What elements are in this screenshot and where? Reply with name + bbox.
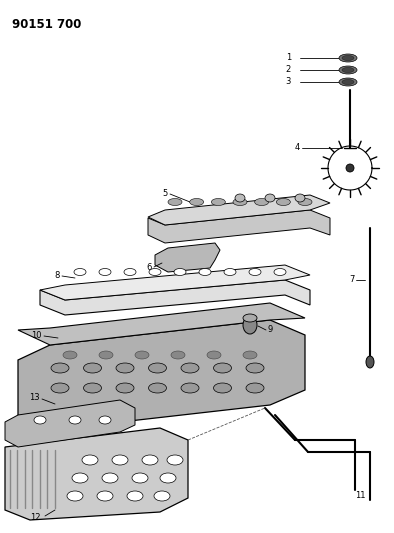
Ellipse shape [342, 79, 354, 85]
Text: 4: 4 [295, 143, 300, 152]
Ellipse shape [132, 473, 148, 483]
Ellipse shape [51, 383, 69, 393]
Ellipse shape [246, 383, 264, 393]
Text: 6: 6 [147, 263, 152, 272]
Ellipse shape [274, 269, 286, 276]
Polygon shape [5, 428, 188, 520]
Ellipse shape [84, 363, 102, 373]
Ellipse shape [181, 383, 199, 393]
Ellipse shape [181, 363, 199, 373]
Ellipse shape [339, 54, 357, 62]
Ellipse shape [135, 351, 149, 359]
Ellipse shape [255, 198, 269, 206]
Ellipse shape [116, 363, 134, 373]
Ellipse shape [339, 66, 357, 74]
Ellipse shape [233, 198, 247, 206]
Ellipse shape [224, 269, 236, 276]
Text: 13: 13 [30, 393, 40, 402]
Polygon shape [148, 210, 330, 243]
Ellipse shape [67, 491, 83, 501]
Ellipse shape [116, 383, 134, 393]
Ellipse shape [339, 78, 357, 86]
Ellipse shape [72, 473, 88, 483]
Polygon shape [148, 195, 330, 225]
Text: 5: 5 [163, 189, 168, 198]
Text: 10: 10 [32, 330, 42, 340]
Ellipse shape [168, 198, 182, 206]
Ellipse shape [167, 455, 183, 465]
Ellipse shape [243, 314, 257, 322]
Ellipse shape [84, 383, 102, 393]
Ellipse shape [265, 194, 275, 202]
Text: 9: 9 [268, 326, 273, 335]
Ellipse shape [243, 351, 257, 359]
Ellipse shape [74, 269, 86, 276]
Ellipse shape [298, 198, 312, 206]
Text: 11: 11 [355, 490, 365, 499]
Ellipse shape [207, 351, 221, 359]
Ellipse shape [214, 383, 232, 393]
Ellipse shape [149, 383, 167, 393]
Polygon shape [40, 265, 310, 300]
Polygon shape [155, 243, 220, 272]
Ellipse shape [366, 356, 374, 368]
Ellipse shape [124, 269, 136, 276]
Ellipse shape [142, 455, 158, 465]
Ellipse shape [127, 491, 143, 501]
Ellipse shape [174, 269, 186, 276]
Ellipse shape [51, 363, 69, 373]
Ellipse shape [69, 416, 81, 424]
Polygon shape [18, 303, 305, 345]
Ellipse shape [63, 351, 77, 359]
Text: 3: 3 [286, 77, 291, 86]
Polygon shape [5, 400, 135, 447]
Ellipse shape [112, 455, 128, 465]
Text: 7: 7 [349, 276, 355, 285]
Ellipse shape [99, 269, 111, 276]
Ellipse shape [243, 316, 257, 334]
Polygon shape [18, 320, 305, 430]
Ellipse shape [295, 194, 305, 202]
Ellipse shape [97, 491, 113, 501]
Text: 2: 2 [286, 66, 291, 75]
Ellipse shape [99, 416, 111, 424]
Text: 1: 1 [286, 53, 291, 62]
Ellipse shape [199, 269, 211, 276]
Ellipse shape [154, 491, 170, 501]
Ellipse shape [171, 351, 185, 359]
Ellipse shape [214, 363, 232, 373]
Text: 90151 700: 90151 700 [12, 18, 82, 31]
Text: 12: 12 [30, 513, 40, 522]
Ellipse shape [149, 363, 167, 373]
Ellipse shape [82, 455, 98, 465]
Ellipse shape [246, 363, 264, 373]
Ellipse shape [276, 198, 290, 206]
Ellipse shape [211, 198, 225, 206]
Ellipse shape [342, 55, 354, 61]
Ellipse shape [235, 194, 245, 202]
Ellipse shape [102, 473, 118, 483]
Text: 8: 8 [55, 271, 60, 279]
Ellipse shape [34, 416, 46, 424]
Ellipse shape [342, 68, 354, 72]
Ellipse shape [160, 473, 176, 483]
Ellipse shape [346, 164, 354, 172]
Ellipse shape [249, 269, 261, 276]
Ellipse shape [149, 269, 161, 276]
Ellipse shape [190, 198, 204, 206]
Ellipse shape [99, 351, 113, 359]
Polygon shape [40, 280, 310, 315]
